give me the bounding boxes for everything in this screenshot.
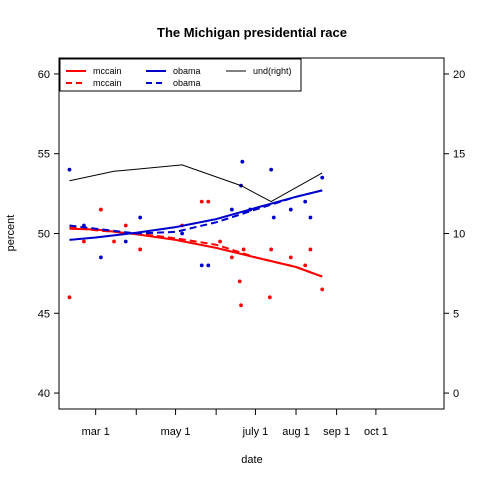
data-point-mccain: [267, 295, 272, 300]
y-left-tick-label: 45: [38, 308, 50, 320]
data-point-obama: [123, 239, 128, 244]
data-point-obama: [303, 199, 308, 204]
y-right-tick-label: 0: [453, 388, 459, 400]
legend-label: obama: [173, 78, 201, 88]
data-point-obama: [308, 215, 313, 220]
x-tick-label: may 1: [161, 426, 191, 438]
x-axis: mar 1 may 1 july 1 aug 1 sep 1 oct 1: [82, 409, 388, 438]
data-point-mccain: [288, 255, 293, 260]
series-line-und-right-solid: [69, 164, 323, 203]
data-point-obama: [240, 159, 245, 164]
series-obama-points: [67, 159, 325, 268]
data-point-mccain: [218, 239, 222, 244]
plot-area: [58, 57, 445, 410]
data-point-mccain: [81, 239, 86, 244]
series-line-obama-dashed: [69, 189, 323, 235]
y-left-tick-label: 40: [38, 388, 50, 400]
data-point-obama: [206, 263, 211, 268]
data-point-mccain: [239, 303, 243, 308]
data-point-mccain: [237, 279, 242, 284]
series-line-mccain-dashed: [69, 226, 323, 278]
data-point-obama: [180, 231, 184, 236]
legend-label: und(right): [253, 66, 292, 76]
series-mccain-points: [67, 199, 325, 308]
data-point-mccain: [303, 263, 308, 268]
chart-title: The Michigan presidential race: [157, 25, 347, 40]
data-point-obama: [320, 175, 325, 180]
data-point-mccain: [67, 295, 72, 300]
x-tick-label: oct 1: [364, 426, 388, 438]
data-point-mccain: [123, 223, 128, 228]
x-tick-label: sep 1: [323, 426, 350, 438]
y-left-tick-label: 60: [38, 69, 50, 81]
legend: mccain mccain obama obama und(right): [59, 58, 302, 92]
y-left-tick-label: 50: [38, 229, 50, 241]
series-line-obama-solid: [69, 189, 323, 241]
x-tick-label: mar 1: [82, 426, 110, 438]
data-point-mccain: [112, 239, 116, 244]
x-tick-label: july 1: [242, 426, 269, 438]
data-point-mccain: [229, 255, 234, 260]
data-point-mccain: [320, 287, 325, 292]
data-point-mccain: [138, 247, 143, 252]
series-layer: [67, 159, 325, 308]
y-right-tick-label: 20: [453, 69, 465, 81]
x-axis-label: date: [241, 454, 262, 466]
y-right-tick-label: 5: [453, 308, 459, 320]
legend-label: mccain: [93, 78, 122, 88]
y-axis-label: percent: [5, 215, 17, 252]
data-point-obama: [269, 167, 274, 172]
y-left-tick-label: 55: [38, 149, 50, 161]
data-point-obama: [229, 207, 234, 212]
data-point-obama: [271, 215, 276, 220]
data-point-mccain: [206, 199, 211, 204]
data-point-obama: [199, 263, 204, 268]
data-point-mccain: [308, 247, 313, 252]
plot-frame: [58, 57, 445, 410]
data-point-mccain: [199, 199, 204, 204]
y-right-tick-label: 10: [453, 229, 465, 241]
data-point-obama: [99, 255, 103, 260]
data-point-mccain: [241, 247, 246, 252]
data-point-mccain: [99, 207, 103, 212]
data-point-obama: [67, 167, 72, 172]
legend-box: [59, 58, 302, 92]
y-axis-right: 0 5 10 15 20: [444, 69, 465, 400]
data-point-obama: [138, 215, 143, 220]
y-right-tick-label: 15: [453, 149, 465, 161]
y-axis-left: 40 45 50 55 60: [38, 69, 59, 400]
legend-label: mccain: [93, 66, 122, 76]
legend-label: obama: [173, 66, 201, 76]
data-point-obama: [288, 207, 293, 212]
data-point-mccain: [269, 247, 274, 252]
x-tick-label: aug 1: [282, 426, 310, 438]
